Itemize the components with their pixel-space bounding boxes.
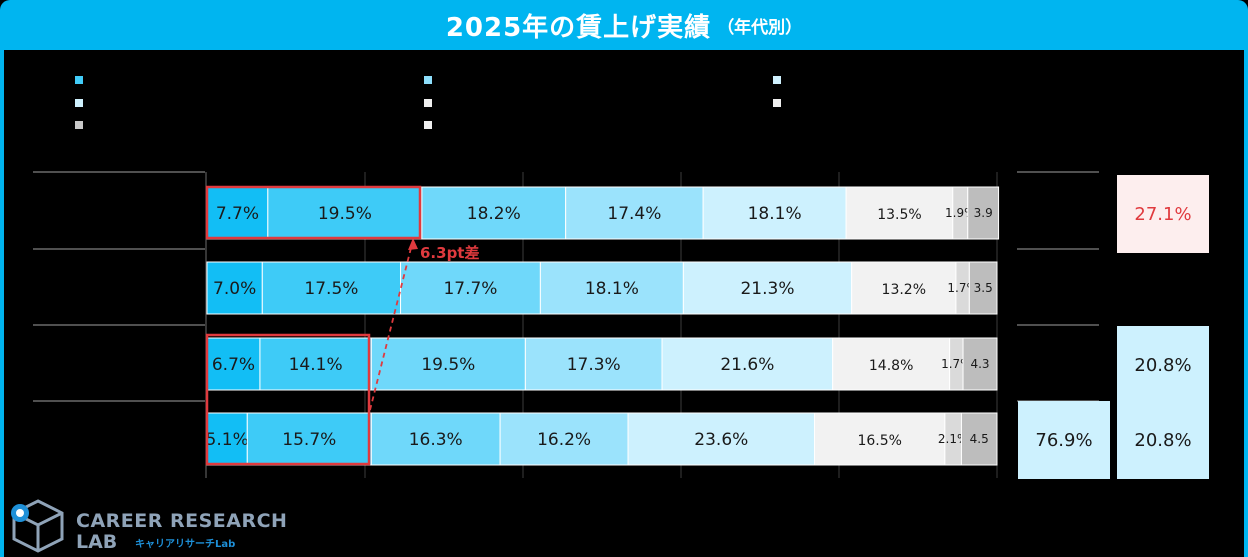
- data-label-r3-s4: 23.6%: [694, 430, 748, 450]
- logo-wordmark-lab: LAB: [76, 531, 118, 553]
- data-label-r0-s5: 13.5%: [877, 207, 921, 223]
- right-col2-box-3: [1117, 401, 1209, 479]
- data-label-r0-s2: 18.2%: [467, 204, 521, 224]
- data-label-r2-s7: 4.3: [970, 357, 989, 371]
- data-label-r0-s3: 17.4%: [607, 204, 661, 224]
- bar-segment-r1-s3: [539, 261, 684, 315]
- right-col2-value-3: 20.8%: [1134, 430, 1191, 451]
- bar-segment-r3-s5: [814, 412, 946, 466]
- data-label-r2-s3: 17.3%: [567, 355, 621, 375]
- legend-marker-5: [424, 99, 432, 107]
- data-label-r0-s7: 3.9: [974, 206, 993, 220]
- bar-segment-r2-s3: [524, 337, 663, 391]
- data-label-r3-s3: 16.2%: [537, 430, 591, 450]
- data-label-r1-s3: 18.1%: [585, 279, 639, 299]
- data-label-r2-s5: 14.8%: [869, 358, 913, 374]
- bar-segment-r2-s5: [832, 337, 951, 391]
- logo-wordmark: CAREER RESEARCH: [76, 510, 288, 532]
- right-col1-box-3: [1018, 401, 1110, 479]
- logo-wordmark-kana: キャリアリサーチLab: [135, 539, 236, 550]
- bar-segment-r0-s5: [845, 186, 954, 240]
- data-label-r3-s5: 16.5%: [857, 433, 901, 449]
- legend-marker-2: [424, 76, 432, 84]
- highlight-box-bottom: [205, 333, 371, 466]
- data-label-r3-s0: 5.1%: [206, 430, 249, 450]
- highlight-box-top: [205, 185, 422, 240]
- annotation-label: 6.3pt差: [420, 244, 479, 262]
- data-label-r0-s4: 18.1%: [748, 204, 802, 224]
- legend-marker-1: [75, 76, 83, 84]
- logo-cube-icon: [11, 499, 64, 553]
- bar-segment-r0-s7: [967, 186, 1000, 240]
- legend-marker-4: [75, 99, 83, 107]
- right-col2-box-2: [1117, 326, 1209, 404]
- right-col2-box-0: [1117, 175, 1209, 253]
- legend-marker-3: [773, 76, 781, 84]
- data-label-r2-s0: 6.7%: [212, 355, 255, 375]
- annotation-arrow-line: [369, 243, 413, 411]
- annotation-arrow-head: [408, 238, 418, 250]
- bar-segment-r3-s3: [499, 412, 629, 466]
- bar-segment-r1-s1: [261, 261, 402, 315]
- data-label-r2-s4: 21.6%: [720, 355, 774, 375]
- data-label-r3-s7: 4.5: [970, 432, 989, 446]
- data-label-r1-s0: 7.0%: [213, 279, 256, 299]
- bar-segment-r3-s0: [206, 412, 248, 466]
- right-col2-value-0: 27.1%: [1134, 204, 1191, 225]
- right-col2-value-2: 20.8%: [1134, 355, 1191, 376]
- bar-segment-r0-s3: [565, 186, 704, 240]
- frame-border-left: [0, 50, 4, 557]
- chart-title: 2025年の賃上げ実績: [445, 12, 712, 43]
- legend-marker-7: [75, 121, 83, 129]
- data-label-r2-s2: 19.5%: [421, 355, 475, 375]
- right-col1-value-3: 76.9%: [1035, 430, 1092, 451]
- bar-segment-r1-s2: [400, 261, 541, 315]
- title-band: 2025年の賃上げ実績 （年代別）: [0, 0, 1248, 50]
- chart-subtitle: （年代別）: [717, 17, 803, 38]
- bar-segment-r1-s7: [968, 261, 998, 315]
- data-label-r3-s1: 15.7%: [282, 430, 336, 450]
- data-label-r0-s0: 7.7%: [216, 204, 259, 224]
- data-label-r1-s5: 13.2%: [882, 282, 926, 298]
- bar-segment-r3-s7: [960, 412, 998, 466]
- data-label-r3-s2: 16.3%: [409, 430, 463, 450]
- data-label-r1-s2: 17.7%: [443, 279, 497, 299]
- data-label-r3-s6: 2.1%: [938, 432, 969, 446]
- bar-segment-r2-s4: [661, 337, 834, 391]
- data-label-r0-s1: 19.5%: [318, 204, 372, 224]
- bar-segment-r1-s4: [682, 261, 853, 315]
- legend-marker-8: [424, 121, 432, 129]
- bar-segment-r1-s0: [206, 261, 263, 315]
- bar-segment-r2-s7: [962, 337, 998, 391]
- data-label-r1-s1: 17.5%: [304, 279, 358, 299]
- legend-marker-6: [773, 99, 781, 107]
- bar-segment-r0-s2: [421, 186, 567, 240]
- data-label-r1-s4: 21.3%: [740, 279, 794, 299]
- bar-segment-r3-s4: [627, 412, 816, 466]
- data-label-r2-s1: 14.1%: [289, 355, 343, 375]
- frame-border-right: [1244, 50, 1248, 557]
- bar-segment-r2-s2: [370, 337, 526, 391]
- bar-segment-r1-s5: [851, 261, 957, 315]
- data-label-r1-s7: 3.5: [974, 281, 993, 295]
